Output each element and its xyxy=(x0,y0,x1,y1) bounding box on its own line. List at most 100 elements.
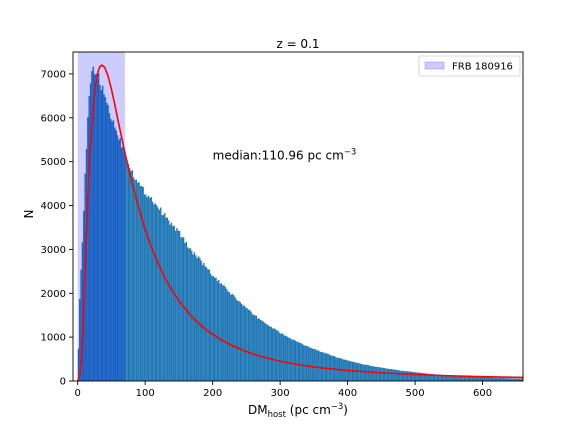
histogram-bar xyxy=(203,262,205,381)
histogram-bar xyxy=(245,307,247,381)
histogram-bar xyxy=(462,376,464,381)
histogram-bar xyxy=(369,365,371,381)
histogram-bar xyxy=(208,269,210,381)
histogram-bar xyxy=(93,74,96,381)
x-tick-label: 400 xyxy=(338,388,357,399)
histogram-bar xyxy=(133,177,135,381)
histogram-bar xyxy=(188,248,190,381)
histogram-bar xyxy=(149,197,151,381)
histogram-bar xyxy=(81,242,84,381)
median-annotation-superscript: −3 xyxy=(344,147,357,157)
histogram-bar xyxy=(389,369,391,381)
histogram-bar xyxy=(178,230,181,381)
histogram-bar xyxy=(517,378,519,381)
histogram-bar xyxy=(180,237,182,381)
histogram-bar xyxy=(257,318,259,381)
histogram-bar xyxy=(359,363,362,381)
histogram-bar xyxy=(267,325,270,381)
histogram-bar xyxy=(397,370,399,381)
histogram-bar xyxy=(475,376,478,381)
histogram-bar xyxy=(489,377,491,381)
histogram-bar xyxy=(501,378,503,381)
histogram-bar xyxy=(370,365,372,381)
histogram-bar xyxy=(232,295,235,381)
histogram-bar xyxy=(379,367,382,381)
histogram-bar xyxy=(266,324,268,381)
histogram-bar xyxy=(261,320,263,381)
histogram-bar xyxy=(513,378,515,381)
histogram-bar xyxy=(417,372,420,381)
histogram-bar xyxy=(262,321,264,381)
histogram-bar xyxy=(154,203,156,381)
x-axis-label-subscript: host xyxy=(268,410,287,420)
histogram-bar xyxy=(130,171,132,381)
y-tick-label: 6000 xyxy=(41,113,66,124)
histogram-bar xyxy=(289,338,291,381)
histogram-bar xyxy=(230,294,232,381)
histogram-bar xyxy=(253,314,255,381)
histogram-bar xyxy=(423,373,425,381)
histogram-bar xyxy=(155,205,158,381)
histogram-bar xyxy=(204,266,206,381)
histogram-bar xyxy=(413,372,416,381)
histogram-bar xyxy=(471,376,474,381)
histogram-bar xyxy=(500,377,502,381)
histogram-bar xyxy=(127,164,129,381)
histogram-bar xyxy=(419,372,421,381)
histogram-bar xyxy=(392,369,394,381)
x-tick-label: 100 xyxy=(136,388,155,399)
frb-shaded-region xyxy=(77,52,125,381)
histogram-bar xyxy=(320,351,322,381)
histogram-bar xyxy=(239,302,241,381)
histogram-bar xyxy=(142,186,144,381)
histogram-bar xyxy=(473,376,475,381)
histogram-bar xyxy=(238,301,240,381)
x-axis-label-superscript: −3 xyxy=(331,402,344,412)
histogram-bar xyxy=(458,375,460,381)
histogram-bar xyxy=(172,226,174,381)
histogram-bar xyxy=(282,334,285,381)
histogram-bar xyxy=(382,367,385,381)
histogram-bar xyxy=(242,305,244,381)
histogram-bar xyxy=(448,375,451,381)
histogram-bar xyxy=(466,376,468,381)
histogram-bar xyxy=(497,377,499,381)
histogram-bar xyxy=(106,102,108,382)
histogram-bar xyxy=(316,350,318,381)
histogram-bar xyxy=(321,352,324,381)
chart-title: z = 0.1 xyxy=(276,37,319,51)
histogram-bar xyxy=(143,194,146,381)
histogram-bar xyxy=(122,146,124,381)
histogram-bar xyxy=(131,170,134,381)
histogram-bar xyxy=(212,276,215,381)
histogram-bar xyxy=(362,364,364,381)
histogram-bar xyxy=(406,371,409,381)
histogram-bar xyxy=(505,378,507,381)
histogram-bar xyxy=(491,377,494,381)
histogram-bar xyxy=(315,349,317,381)
histogram-bar xyxy=(516,378,518,381)
histogram-bar xyxy=(396,369,398,381)
histogram-bar xyxy=(308,347,310,381)
histogram-bar xyxy=(404,370,406,381)
histogram-bar xyxy=(150,196,152,381)
histogram-bar xyxy=(207,269,209,381)
plot-area xyxy=(76,52,524,382)
histogram-bar xyxy=(363,364,366,381)
histogram-bar xyxy=(274,328,277,381)
histogram-bar xyxy=(218,280,220,381)
histogram-bar xyxy=(114,127,116,381)
histogram-bar xyxy=(402,371,405,381)
histogram-bar xyxy=(104,97,107,381)
histogram-bar xyxy=(415,372,417,381)
histogram-bar xyxy=(254,315,256,381)
histogram-bar xyxy=(467,376,470,381)
histogram-bar xyxy=(411,371,413,381)
legend-frame xyxy=(418,55,521,77)
histogram-bar xyxy=(88,96,90,381)
histogram-bar xyxy=(478,377,480,381)
histogram-bar xyxy=(454,375,456,381)
histogram-bar xyxy=(265,323,267,381)
histogram-bar xyxy=(443,375,445,381)
histogram-bar xyxy=(135,179,138,381)
